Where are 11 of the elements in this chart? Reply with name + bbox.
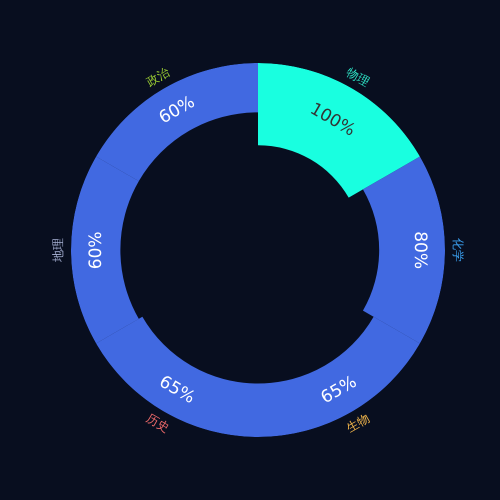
data-label: 80% bbox=[410, 231, 430, 270]
data-label: 65% bbox=[317, 372, 360, 408]
category-label: 历史 bbox=[144, 411, 172, 436]
category-label: 地理 bbox=[50, 238, 65, 263]
category-label: 政治 bbox=[144, 64, 172, 89]
category-label: 物理 bbox=[344, 64, 372, 89]
category-label: 化学 bbox=[451, 238, 466, 262]
category-label: 生物 bbox=[344, 411, 372, 436]
data-label: 60% bbox=[156, 92, 198, 128]
data-label: 65% bbox=[156, 372, 198, 408]
data-label: 60% bbox=[86, 231, 106, 270]
